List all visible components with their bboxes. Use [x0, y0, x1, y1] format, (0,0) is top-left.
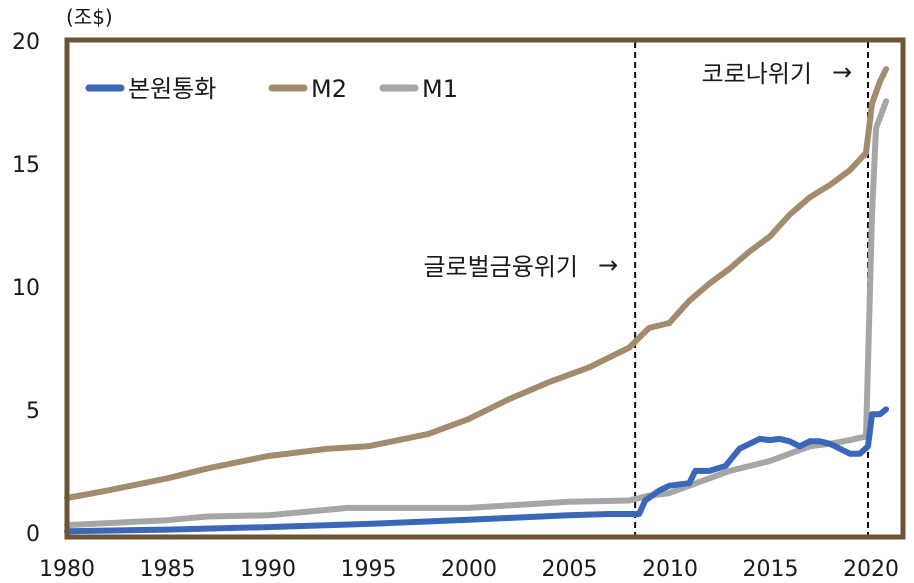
y-unit-label: (조$) [66, 5, 113, 29]
x-tick-1980: 1980 [39, 557, 95, 582]
x-tick-2005: 2005 [542, 557, 598, 582]
x-tick-1985: 1985 [140, 557, 196, 582]
y-tick-15: 15 [12, 153, 40, 178]
covid-annotation-label: 코로나위기 [702, 60, 812, 88]
x-tick-2020: 2020 [843, 557, 899, 582]
series-line-monetary-base [64, 406, 890, 535]
legend-label-m1: M1 [422, 75, 458, 103]
series-lines [64, 66, 890, 535]
legend: 본원통화 M2 M1 [85, 75, 458, 103]
plot-frame [64, 37, 906, 540]
gfc-annotation-arrow: → [598, 251, 618, 279]
x-tick-2000: 2000 [441, 557, 497, 582]
x-tick-2015: 2015 [743, 557, 799, 582]
x-axis-ticks: 1980 1985 1990 1995 2000 2005 2010 2015 … [39, 557, 899, 582]
crisis-annotations: 글로벌금융위기 → 코로나위기 → [423, 42, 869, 535]
covid-annotation-arrow: → [832, 58, 852, 86]
y-tick-20: 20 [12, 30, 40, 55]
x-tick-1990: 1990 [240, 557, 296, 582]
y-tick-0: 0 [26, 522, 40, 547]
x-tick-1995: 1995 [341, 557, 397, 582]
y-axis-ticks: 0 5 10 15 20 [12, 30, 40, 547]
y-tick-5: 5 [26, 399, 40, 424]
series-line-m2 [64, 66, 890, 501]
legend-label-monetary-base: 본원통화 [128, 75, 216, 103]
legend-label-m2: M2 [311, 75, 347, 103]
x-tick-2010: 2010 [642, 557, 698, 582]
gfc-annotation-label: 글로벌금융위기 [423, 253, 578, 281]
series-line-m1 [64, 98, 890, 529]
y-tick-10: 10 [12, 276, 40, 301]
